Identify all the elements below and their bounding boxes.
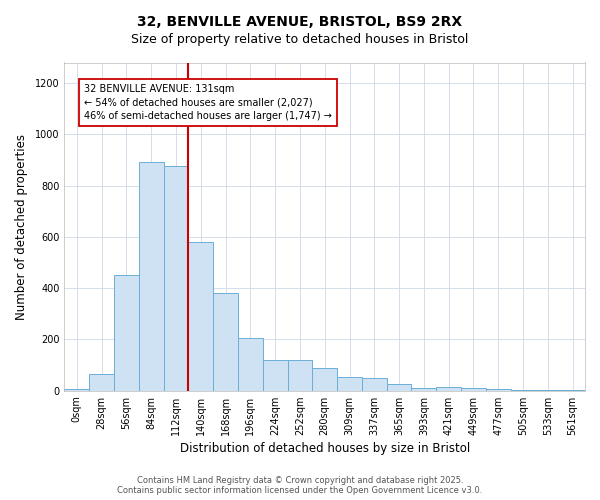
Bar: [461, 388, 486, 390]
Text: Size of property relative to detached houses in Bristol: Size of property relative to detached ho…: [131, 32, 469, 46]
Bar: [313, 368, 337, 390]
Text: 32, BENVILLE AVENUE, BRISTOL, BS9 2RX: 32, BENVILLE AVENUE, BRISTOL, BS9 2RX: [137, 15, 463, 29]
Y-axis label: Number of detached properties: Number of detached properties: [15, 134, 28, 320]
Bar: [362, 378, 386, 390]
Bar: [188, 242, 213, 390]
Bar: [139, 162, 164, 390]
X-axis label: Distribution of detached houses by size in Bristol: Distribution of detached houses by size …: [179, 442, 470, 455]
Bar: [164, 166, 188, 390]
Bar: [386, 384, 412, 390]
Bar: [436, 387, 461, 390]
Text: Contains HM Land Registry data © Crown copyright and database right 2025.
Contai: Contains HM Land Registry data © Crown c…: [118, 476, 482, 495]
Bar: [287, 360, 313, 390]
Bar: [412, 388, 436, 390]
Bar: [213, 294, 238, 390]
Bar: [238, 338, 263, 390]
Text: 32 BENVILLE AVENUE: 131sqm
← 54% of detached houses are smaller (2,027)
46% of s: 32 BENVILLE AVENUE: 131sqm ← 54% of deta…: [84, 84, 332, 120]
Bar: [337, 376, 362, 390]
Bar: [114, 276, 139, 390]
Bar: [263, 360, 287, 390]
Bar: [89, 374, 114, 390]
